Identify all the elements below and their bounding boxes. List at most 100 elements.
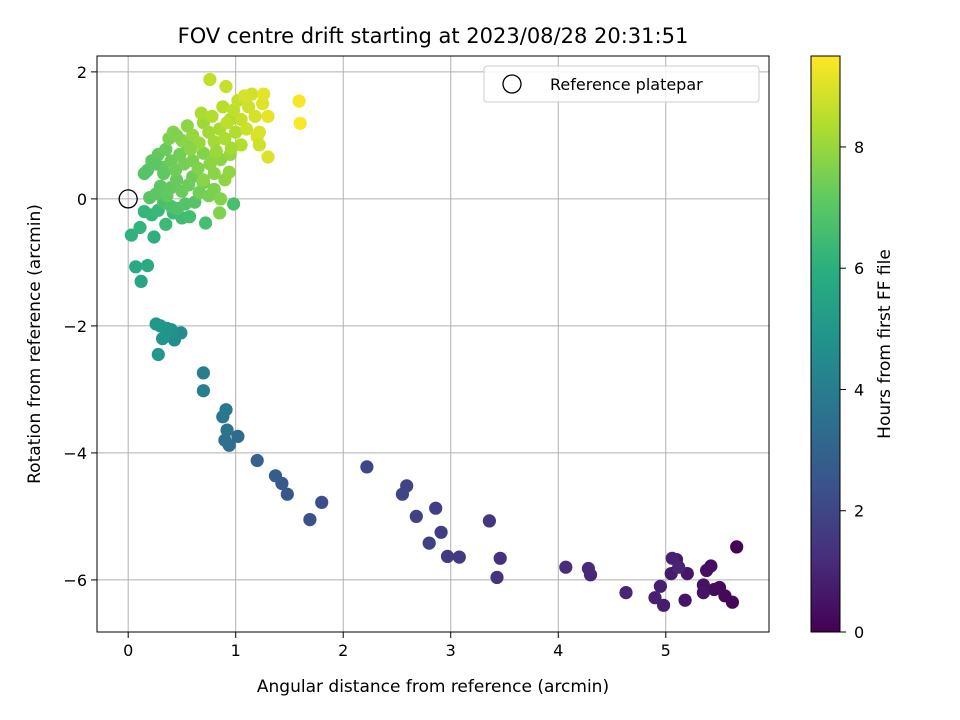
data-point — [207, 166, 221, 181]
data-point — [137, 166, 151, 181]
data-point — [434, 525, 448, 539]
data-point — [268, 469, 283, 483]
data-point — [209, 144, 223, 158]
data-point — [648, 591, 662, 605]
data-point — [581, 561, 596, 576]
x-tick-label: 0 — [123, 641, 133, 660]
data-point — [237, 89, 251, 103]
data-point — [280, 487, 294, 501]
data-point — [216, 100, 230, 114]
data-point — [672, 560, 686, 574]
data-point — [196, 173, 210, 187]
data-point — [303, 513, 317, 527]
data-point — [395, 487, 409, 501]
y-axis-label: Rotation from reference (arcmin) — [25, 204, 45, 484]
data-point — [148, 157, 162, 171]
data-point — [147, 230, 161, 244]
data-point — [129, 260, 143, 274]
data-point — [191, 161, 205, 175]
data-point — [696, 586, 711, 600]
reference-marker — [118, 189, 138, 209]
data-point — [242, 100, 256, 114]
x-tick-label: 5 — [661, 641, 671, 660]
data-point — [196, 146, 210, 160]
data-point — [151, 347, 165, 362]
data-point — [222, 165, 236, 179]
data-point — [133, 220, 147, 235]
data-point — [205, 109, 219, 123]
plot-frame — [96, 55, 770, 633]
y-tick-label: 0 — [77, 190, 87, 209]
legend-box — [483, 65, 760, 103]
data-point — [159, 217, 173, 231]
colorbar-tick-label: 6 — [854, 259, 864, 278]
data-point — [196, 366, 210, 380]
data-point — [231, 429, 245, 443]
data-point — [657, 598, 671, 612]
x-axis-label: Angular distance from reference (arcmin) — [257, 677, 609, 697]
data-point — [619, 586, 633, 600]
data-point — [229, 125, 243, 139]
colorbar-tick-label: 4 — [854, 380, 864, 399]
data-point — [252, 125, 266, 139]
chart-title: FOV centre drift starting at 2023/08/28 … — [178, 24, 689, 48]
x-tick-label: 1 — [231, 641, 241, 660]
data-point — [292, 94, 306, 108]
data-point — [239, 122, 254, 136]
colorbar-ticks: 0 2 4 6 8 — [840, 138, 864, 642]
data-point — [559, 560, 573, 574]
data-point — [153, 179, 167, 193]
data-point — [678, 593, 692, 607]
data-point — [140, 259, 155, 273]
data-point — [170, 128, 184, 142]
data-point — [213, 206, 227, 220]
data-point — [452, 550, 466, 564]
y-tick-label: 2 — [77, 63, 87, 82]
data-point — [248, 109, 262, 123]
data-point — [482, 514, 496, 528]
x-axis-ticks: 0 1 2 3 4 5 — [123, 632, 671, 660]
data-point — [218, 132, 232, 146]
colorbar-tick-label: 2 — [854, 502, 864, 521]
colorbar-tick-label: 0 — [854, 623, 864, 642]
data-point — [707, 582, 721, 597]
data-point — [227, 197, 241, 211]
data-point — [360, 460, 374, 474]
data-point — [182, 210, 197, 224]
data-point — [167, 333, 181, 347]
legend-marker — [502, 74, 522, 94]
data-points — [124, 72, 744, 612]
data-point — [440, 549, 455, 564]
data-point — [250, 453, 264, 468]
colorbar-gradient — [810, 55, 841, 633]
data-point — [261, 109, 275, 123]
x-tick-label: 2 — [338, 641, 348, 660]
legend: Reference platepar — [483, 65, 760, 103]
data-point — [218, 433, 232, 447]
data-point — [315, 495, 329, 509]
data-point — [730, 540, 744, 554]
data-point — [203, 72, 217, 87]
y-tick-label: −4 — [63, 444, 87, 463]
data-point — [207, 182, 221, 196]
data-point — [183, 142, 198, 156]
data-point — [409, 509, 423, 523]
data-point — [219, 79, 233, 94]
data-point — [134, 274, 148, 288]
data-point — [257, 87, 271, 101]
data-point — [159, 142, 173, 156]
data-point — [429, 501, 443, 515]
reference-point — [118, 189, 138, 209]
data-point — [157, 166, 171, 181]
data-point — [156, 332, 170, 346]
x-tick-label: 4 — [553, 641, 563, 660]
data-point — [220, 423, 234, 437]
x-tick-label: 3 — [446, 641, 456, 660]
data-point — [700, 563, 714, 578]
data-point — [196, 384, 210, 398]
data-point — [199, 216, 213, 230]
colorbar-label: Hours from first FF file — [875, 249, 895, 439]
data-point — [124, 228, 138, 242]
data-point — [224, 141, 238, 155]
